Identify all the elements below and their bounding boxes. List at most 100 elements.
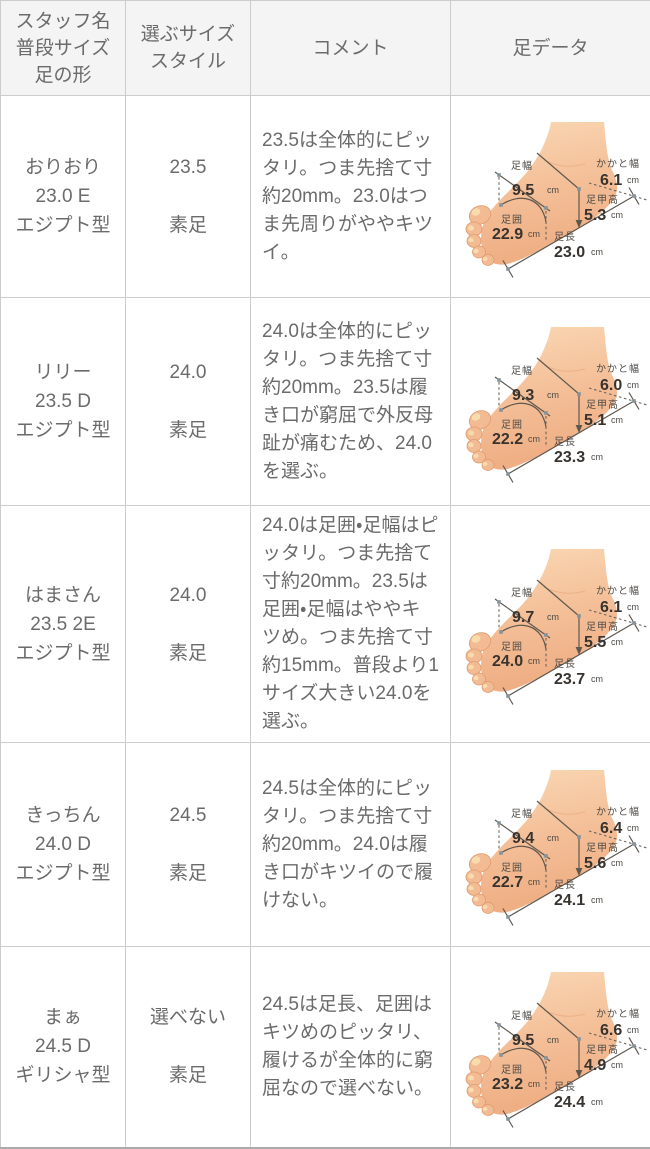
staff-cell: おりおり 23.0 E エジプト型 — [1, 96, 126, 298]
dot-width-bottom — [544, 206, 548, 210]
foot-girth-unit: cm — [528, 229, 540, 239]
comment-text: 24.0は全体的にピッタリ。つま先捨て寸約20mm。23.5は履き口が窮屈で外反… — [262, 321, 433, 482]
foot-measurement-diagram: 足幅 9.7 cm かかと幅 6.1 cm 足甲高 5.5 cm 足囲 24.0… — [451, 525, 650, 723]
instep-height-value: 4.9 — [584, 1057, 606, 1074]
staff-usual-size: 24.5 D — [1, 1032, 125, 1061]
comment-cell: 24.0は足囲・足幅はピッタリ。つま先捨て寸約20mm。23.5は足囲・足幅はや… — [251, 506, 451, 743]
staff-cell: リリー 23.5 D エジプト型 — [1, 298, 126, 506]
table-body: おりおり 23.0 E エジプト型 23.5 素足 23.5は全体的にピッタリ。… — [1, 96, 650, 1148]
dot-girth-start — [499, 408, 503, 412]
foot-data-cell: 足幅 9.4 cm かかと幅 6.4 cm 足甲高 5.6 cm 足囲 22.7… — [451, 743, 650, 947]
chosen-size: 24.5 — [126, 801, 250, 830]
staff-usual-size: 23.0 E — [1, 182, 125, 211]
chosen-size: 24.0 — [126, 358, 250, 387]
header-staff-line: 足の形 — [1, 62, 125, 89]
staff-cell: きっちん 24.0 D エジプト型 — [1, 743, 126, 947]
chosen-size-cell: 23.5 素足 — [126, 96, 251, 298]
foot-width-value: 9.4 — [512, 830, 534, 847]
comment-cell: 24.0は全体的にピッタリ。つま先捨て寸約20mm。23.5は履き口が窮屈で外反… — [251, 298, 451, 506]
heel-width-label: かかと幅 — [596, 362, 640, 375]
dot-width-top — [497, 600, 501, 604]
instep-height-unit: cm — [611, 1060, 623, 1070]
dot-length-bottom — [506, 915, 510, 919]
dot-instep-top — [577, 187, 581, 191]
dot-width-top — [497, 173, 501, 177]
comment-text: 23.5は全体的にピッタリ。つま先捨て寸約20mm。23.0はつま先周りがややキ… — [262, 130, 433, 263]
foot-girth-label: 足囲 — [501, 1064, 523, 1076]
staff-foot-shape: エジプト型 — [1, 416, 125, 445]
foot-width-unit: cm — [547, 833, 559, 843]
comment-text: 24.5は足長、足囲はキツめのピッタリ、履けるが全体的に窮屈なので選べない。 — [262, 994, 433, 1099]
header-chosen-size-line: スタイル — [126, 48, 250, 75]
foot-girth-value: 22.2 — [492, 431, 523, 448]
dot-width-top — [497, 1023, 501, 1027]
heel-width-label: かかと幅 — [596, 805, 640, 818]
header-chosen-size: 選ぶサイズ スタイル — [126, 1, 251, 96]
dot-length-bottom — [506, 267, 510, 271]
staff-cell: まぁ 24.5 D ギリシャ型 — [1, 947, 126, 1148]
heel-width-label: かかと幅 — [596, 1007, 640, 1020]
foot-width-unit: cm — [547, 390, 559, 400]
foot-girth-label: 足囲 — [501, 641, 523, 653]
foot-girth-value: 22.9 — [492, 226, 523, 243]
foot-data-cell: 足幅 9.5 cm かかと幅 6.6 cm 足甲高 4.9 cm 足囲 23.2… — [451, 947, 650, 1148]
foot-length-value: 23.7 — [554, 671, 585, 688]
staff-name: リリー — [1, 358, 125, 387]
foot-width-label: 足幅 — [511, 807, 533, 820]
foot-width-value: 9.5 — [512, 1032, 534, 1049]
foot-girth-unit: cm — [528, 877, 540, 887]
dot-width-bottom — [544, 633, 548, 637]
dot-length-bottom — [506, 1117, 510, 1121]
comment-cell: 23.5は全体的にピッタリ。つま先捨て寸約20mm。23.0はつま先周りがややキ… — [251, 96, 451, 298]
instep-height-label: 足甲高 — [586, 620, 619, 633]
foot-length-label: 足長 — [554, 658, 576, 670]
staff-name: はまさん — [1, 581, 125, 610]
foot-width-unit: cm — [547, 612, 559, 622]
foot-width-unit: cm — [547, 185, 559, 195]
instep-height-label: 足甲高 — [586, 841, 619, 854]
table-row: きっちん 24.0 D エジプト型 24.5 素足 24.5は全体的にピッタリ。… — [1, 743, 650, 947]
table-row: まぁ 24.5 D ギリシャ型 選べない 素足 24.5は足長、足囲はキツめのピ… — [1, 947, 650, 1148]
table-row: はまさん 23.5 2E エジプト型 24.0 素足 24.0は足囲・足幅はピッ… — [1, 506, 650, 743]
header-staff: スタッフ名 普段サイズ 足の形 — [1, 1, 126, 96]
dot-length-top — [632, 621, 636, 625]
heel-width-label: かかと幅 — [596, 157, 640, 170]
instep-height-label: 足甲高 — [586, 193, 619, 206]
chosen-size-cell: 24.0 素足 — [126, 298, 251, 506]
instep-height-label: 足甲高 — [586, 398, 619, 411]
header-staff-line: 普段サイズ — [1, 35, 125, 62]
heel-width-value: 6.1 — [600, 172, 622, 189]
comment-cell: 24.5は足長、足囲はキツめのピッタリ、履けるが全体的に窮屈なので選べない。 — [251, 947, 451, 1148]
table-header: スタッフ名 普段サイズ 足の形 選ぶサイズ スタイル コメント 足データ — [1, 1, 650, 96]
foot-width-label: 足幅 — [511, 159, 533, 172]
foot-length-unit: cm — [591, 895, 603, 905]
foot-length-value: 23.3 — [554, 449, 585, 466]
foot-girth-value: 23.2 — [492, 1076, 523, 1093]
instep-height-label: 足甲高 — [586, 1043, 619, 1056]
foot-measurement-diagram: 足幅 9.4 cm かかと幅 6.4 cm 足甲高 5.6 cm 足囲 22.7… — [451, 746, 650, 944]
header-comment: コメント — [251, 1, 451, 96]
dot-girth-start — [499, 1053, 503, 1057]
instep-height-unit: cm — [611, 637, 623, 647]
foot-width-label: 足幅 — [511, 1009, 533, 1022]
chosen-size-cell: 24.0 素足 — [126, 506, 251, 743]
foot-illustration — [466, 122, 617, 266]
chosen-size-cell: 選べない 素足 — [126, 947, 251, 1148]
staff-foot-shape: エジプト型 — [1, 859, 125, 888]
foot-width-value: 9.3 — [512, 387, 534, 404]
dot-instep-top — [577, 614, 581, 618]
style-label: 素足 — [126, 416, 250, 445]
header-foot-data: 足データ — [451, 1, 650, 96]
chosen-size: 23.5 — [126, 153, 250, 182]
foot-length-label: 足長 — [554, 1081, 576, 1093]
foot-length-value: 24.4 — [554, 1094, 585, 1111]
header-staff-line: スタッフ名 — [1, 8, 125, 35]
instep-height-value: 5.6 — [584, 855, 606, 872]
dot-instep-top — [577, 835, 581, 839]
chosen-size-cell: 24.5 素足 — [126, 743, 251, 947]
staff-usual-size: 24.0 D — [1, 830, 125, 859]
dot-girth-start — [499, 203, 503, 207]
foot-girth-unit: cm — [528, 434, 540, 444]
style-label: 素足 — [126, 211, 250, 240]
dot-length-top — [632, 399, 636, 403]
